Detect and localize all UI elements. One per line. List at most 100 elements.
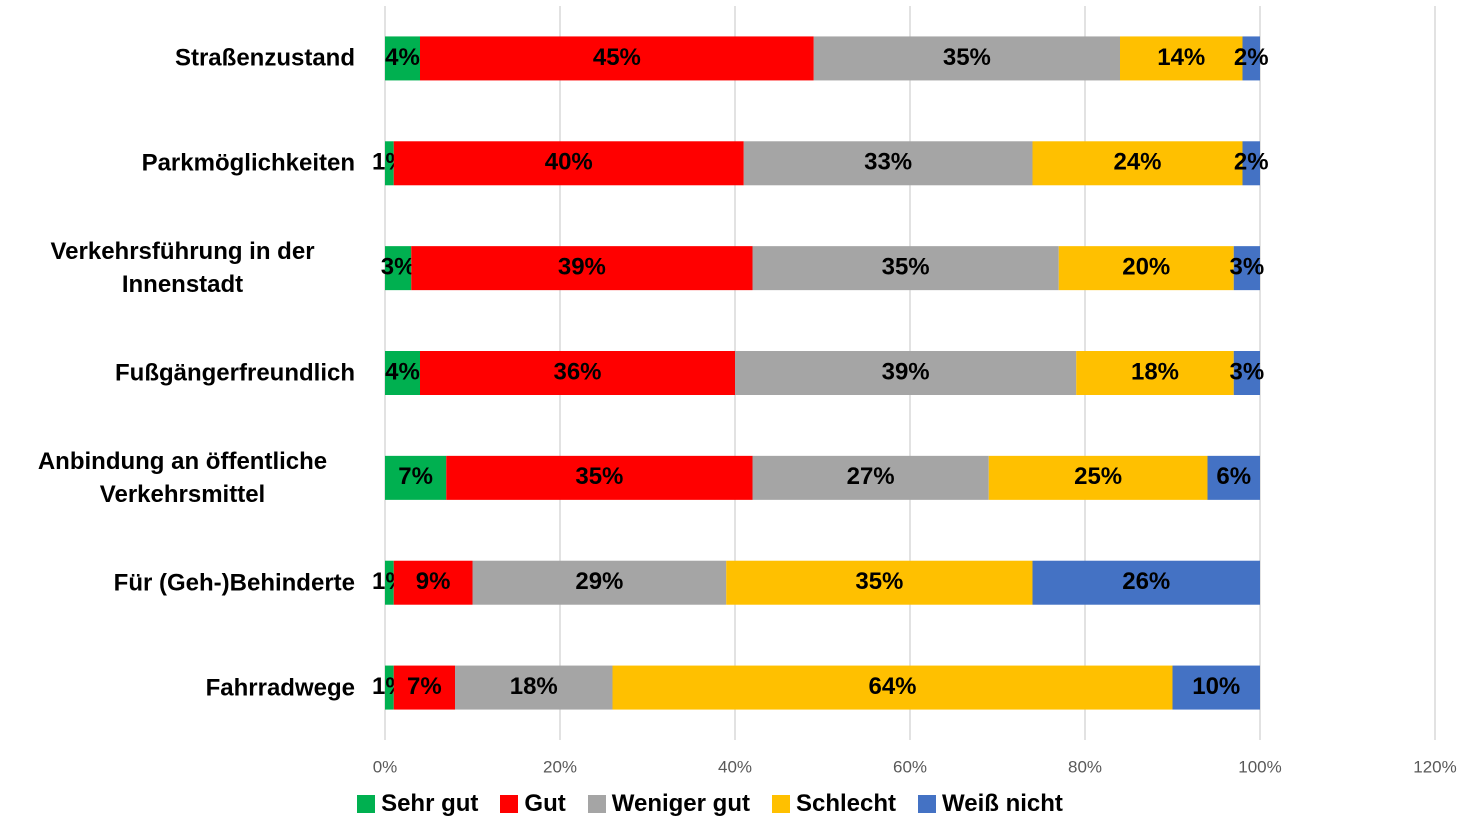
data-label: 39% [558,253,606,280]
legend-swatch [587,795,606,813]
data-label: 26% [1122,568,1170,595]
data-label: 29% [575,568,623,595]
legend: Sehr gut Gut Weniger gut Schlecht Weiß nicht [0,790,1420,818]
legend-item: Schlecht [771,790,897,818]
legend-item: Gut [500,790,566,818]
bar-segment [393,560,473,605]
legend-item: Weniger gut [587,790,750,818]
bar-segment [393,665,455,710]
data-label: 25% [1074,463,1122,490]
legend-label: Schlecht [795,790,897,817]
bar-segment [385,246,412,291]
data-label: 7% [407,673,442,700]
data-label: 39% [882,358,930,385]
bar-segment [1242,36,1260,81]
bar-segment [472,560,727,605]
data-label: 35% [855,568,903,595]
data-label: 2% [1234,149,1269,176]
legend-swatch [500,795,519,813]
x-tick-label: 0% [373,757,398,776]
x-tick-label: 100% [1238,757,1281,776]
bar-segment [1058,246,1234,291]
bar-segment [988,455,1208,500]
category-label: Straßenzustand [174,44,355,72]
bar-segment [1032,141,1243,186]
category-label-box: Fußgängerfreundlich [10,357,355,390]
legend-item: Sehr gut [357,790,478,818]
bar-segment [385,455,447,500]
data-label: 45% [593,44,641,71]
data-label: 35% [575,463,623,490]
data-label: 10% [1192,673,1240,700]
bar-segment [1076,351,1234,395]
bar-segment [385,141,394,186]
category-label: Für (Geh-)Behinderte [113,569,355,597]
data-label: 2% [1234,44,1269,71]
bar-segment [385,36,420,81]
bar-segment [1233,351,1260,395]
bar-segment [1242,141,1260,186]
category-label-box: Anbindung an öffentliche Verkehrsmittel [10,445,355,511]
legend-label: Weiß nicht [942,790,1063,817]
x-tick-label: 40% [718,757,752,776]
data-label: 64% [868,673,916,700]
data-label: 6% [1216,463,1251,490]
data-label: 18% [510,673,558,700]
bar-segment [455,665,613,710]
data-label: 40% [545,149,593,176]
data-label: 3% [1230,253,1265,280]
category-label-box: Für (Geh-)Behinderte [10,566,355,599]
bar-segment [1120,36,1243,81]
category-label-box: Parkmöglichkeiten [10,147,355,180]
category-label-box: Straßenzustand [10,42,355,75]
data-label: 27% [847,463,895,490]
legend-item: Weiß nicht [918,790,1063,818]
bar-segment [813,36,1120,81]
x-tick-label: 120% [1413,757,1456,776]
data-label: 14% [1157,44,1205,71]
bar-segment [1233,246,1260,291]
category-label: Verkehrsführung in der Innenstadt [50,238,315,299]
category-label: Fahrradwege [205,674,355,702]
data-label: 20% [1122,253,1170,280]
data-label: 3% [381,253,416,280]
bar-segment [726,560,1033,605]
legend-swatch [357,795,376,813]
data-label: 35% [943,44,991,71]
bar-segment [420,351,735,395]
data-label: 7% [398,463,433,490]
legend-label: Gut [524,790,566,817]
x-tick-label: 20% [543,757,577,776]
data-label: 18% [1131,358,1179,385]
bar-segment [743,141,1033,186]
category-label: Anbindung an öffentliche Verkehrsmittel [37,447,328,508]
bar-segment [385,560,394,605]
bar-segment [1207,455,1260,500]
bar-segment [612,665,1173,710]
bar-segment [385,665,394,710]
bar-segment [385,351,420,395]
legend-label: Sehr gut [381,790,479,817]
bar-segment [420,36,814,81]
bar-segment [1172,665,1260,710]
data-label: 9% [416,568,451,595]
x-tick-label: 80% [1068,757,1102,776]
category-label-box: Verkehrsführung in der Innenstadt [10,235,355,301]
legend-label: Weniger gut [611,790,750,817]
bar-segment [752,455,989,500]
bar-segment [411,246,753,291]
category-label: Parkmöglichkeiten [141,149,355,177]
bar-segment [393,141,744,186]
category-label-box: Fahrradwege [10,671,355,704]
category-label: Fußgängerfreundlich [115,359,355,387]
data-label: 4% [385,44,420,71]
data-label: 3% [1230,358,1265,385]
data-label: 35% [882,253,930,280]
bar-segment [735,351,1077,395]
legend-swatch [771,795,790,813]
data-label: 4% [385,358,420,385]
x-tick-label: 60% [893,757,927,776]
bar-segment [1032,560,1260,605]
